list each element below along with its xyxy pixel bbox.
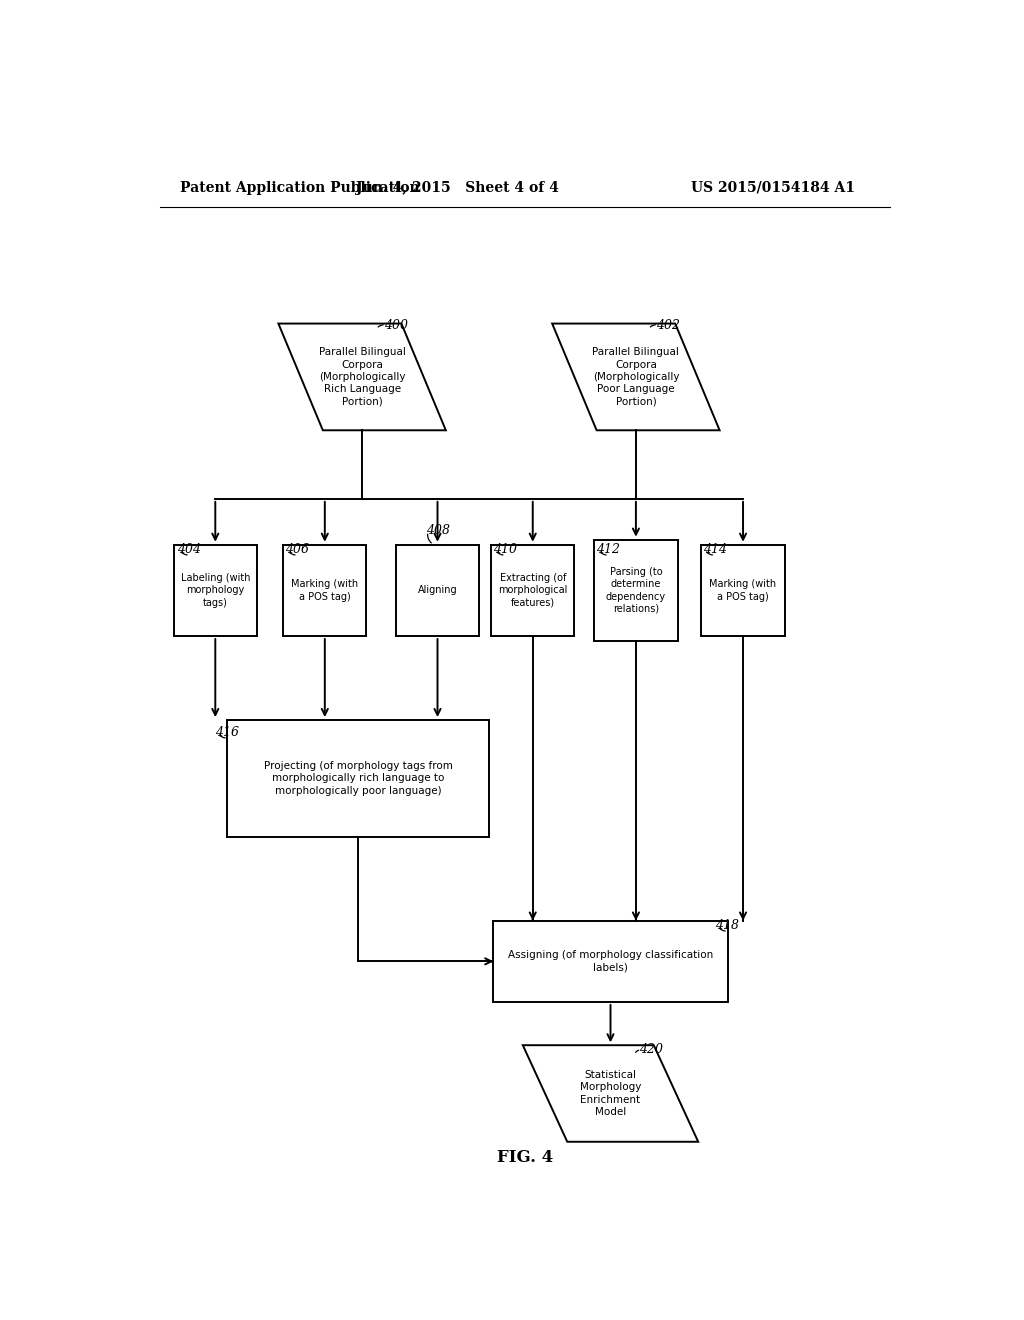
Text: Aligning: Aligning xyxy=(418,585,458,595)
Text: Marking (with
a POS tag): Marking (with a POS tag) xyxy=(291,579,358,602)
Text: 416: 416 xyxy=(215,726,240,739)
Text: 420: 420 xyxy=(639,1043,664,1056)
Text: Parallel Bilingual
Corpora
(Morphologically
Rich Language
Portion): Parallel Bilingual Corpora (Morphologica… xyxy=(318,347,406,407)
Bar xyxy=(701,545,784,636)
Text: US 2015/0154184 A1: US 2015/0154184 A1 xyxy=(691,181,855,195)
Bar xyxy=(174,545,257,636)
Text: 402: 402 xyxy=(655,319,680,333)
Text: Statistical
Morphology
Enrichment
Model: Statistical Morphology Enrichment Model xyxy=(580,1071,641,1117)
Text: 404: 404 xyxy=(177,543,201,556)
Text: Assigning (of morphology classification
labels): Assigning (of morphology classification … xyxy=(508,950,713,973)
Text: 414: 414 xyxy=(702,543,727,556)
Polygon shape xyxy=(523,1045,698,1142)
Bar xyxy=(594,540,678,642)
Text: 400: 400 xyxy=(384,319,408,333)
Text: 410: 410 xyxy=(494,543,517,556)
Bar xyxy=(492,545,574,636)
Text: 406: 406 xyxy=(285,543,309,556)
Polygon shape xyxy=(552,323,720,430)
Text: Patent Application Publication: Patent Application Publication xyxy=(179,181,419,195)
Text: 412: 412 xyxy=(596,543,621,556)
Text: Jun. 4, 2015   Sheet 4 of 4: Jun. 4, 2015 Sheet 4 of 4 xyxy=(356,181,559,195)
Polygon shape xyxy=(279,323,445,430)
Text: 418: 418 xyxy=(715,919,739,932)
Text: Parallel Bilingual
Corpora
(Morphologically
Poor Language
Portion): Parallel Bilingual Corpora (Morphologica… xyxy=(593,347,679,407)
Text: 408: 408 xyxy=(426,524,450,537)
Text: Labeling (with
morphology
tags): Labeling (with morphology tags) xyxy=(180,573,250,607)
Bar xyxy=(396,545,479,636)
Text: Marking (with
a POS tag): Marking (with a POS tag) xyxy=(710,579,776,602)
Text: Parsing (to
determine
dependency
relations): Parsing (to determine dependency relatio… xyxy=(606,566,666,614)
Text: Projecting (of morphology tags from
morphologically rich language to
morphologic: Projecting (of morphology tags from morp… xyxy=(264,762,453,796)
Bar xyxy=(284,545,367,636)
Text: FIG. 4: FIG. 4 xyxy=(497,1150,553,1167)
Bar xyxy=(494,921,728,1002)
Bar xyxy=(227,719,489,837)
Text: Extracting (of
morphological
features): Extracting (of morphological features) xyxy=(498,573,567,607)
